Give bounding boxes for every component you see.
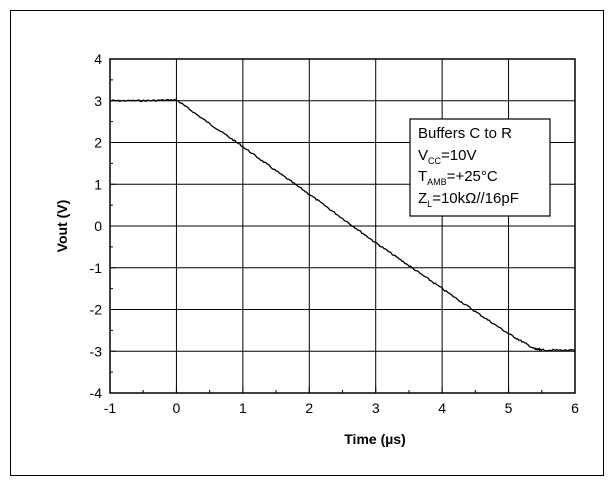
legend-line-2-main: V xyxy=(418,147,428,164)
y-tick-label: -2 xyxy=(90,302,103,318)
y-tick-label: 3 xyxy=(94,93,102,109)
y-tick-label: -3 xyxy=(90,343,103,359)
y-tick-label: 4 xyxy=(94,51,102,67)
legend-box: Buffers C to R VCC=10V TAMB=+25°C ZL=10k… xyxy=(409,118,551,217)
x-tick-label: 0 xyxy=(173,400,181,416)
x-tick-label: 6 xyxy=(571,400,579,416)
legend-line-2: VCC=10V xyxy=(418,147,476,166)
legend-line-3: TAMB=+25°C xyxy=(418,168,498,187)
y-tick-label: 0 xyxy=(94,218,102,234)
y-tick-label: 1 xyxy=(94,176,102,192)
legend-line-1: Buffers C to R xyxy=(418,125,512,142)
x-tick-label: 1 xyxy=(239,400,247,416)
legend-line-4-main: Z xyxy=(418,190,427,207)
x-tick-label: 2 xyxy=(305,400,313,416)
chart-frame xyxy=(10,10,604,476)
x-tick-label: -1 xyxy=(104,400,117,416)
y-tick-label: -1 xyxy=(90,260,103,276)
legend-line-3-rest: =+25°C xyxy=(447,168,498,185)
y-axis-title: Vout (V) xyxy=(54,200,70,253)
legend-line-4: ZL=10kΩ//16pF xyxy=(418,190,519,209)
legend-background xyxy=(409,118,551,217)
legend-line-2-sub: CC xyxy=(428,156,441,166)
legend-line-4-rest: =10kΩ//16pF xyxy=(432,190,519,207)
legend-line-3-sub: AMB xyxy=(427,177,447,187)
x-tick-labels: -1 0 1 2 3 4 5 6 xyxy=(104,400,579,416)
x-axis-title: Time (µs) xyxy=(344,431,406,447)
ticks xyxy=(109,58,576,394)
x-tick-label: 4 xyxy=(438,400,446,416)
legend-line-3-main: T xyxy=(418,168,427,185)
x-tick-label: 3 xyxy=(372,400,380,416)
y-tick-label: -4 xyxy=(90,385,103,401)
y-tick-label: 2 xyxy=(94,135,102,151)
legend-line-2-rest: =10V xyxy=(441,147,476,164)
legend-line-4-sub: L xyxy=(427,199,432,209)
grid xyxy=(109,58,576,394)
series-line xyxy=(109,98,576,353)
y-tick-labels: 4 3 2 1 0 -1 -2 -3 -4 xyxy=(90,51,103,401)
x-tick-label: 5 xyxy=(505,400,513,416)
plot-area xyxy=(109,58,576,394)
